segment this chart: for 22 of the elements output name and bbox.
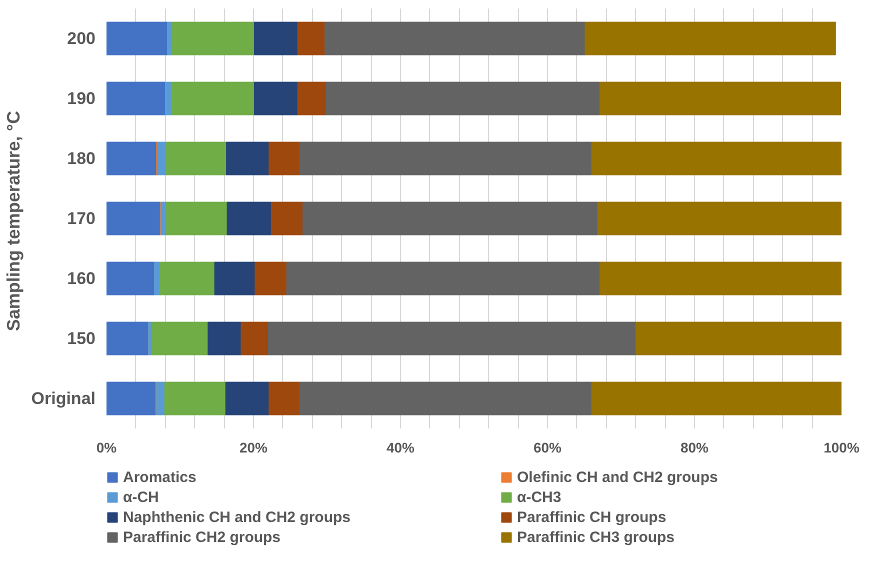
legend-label: Paraffinic CH groups [517,508,668,526]
legend-label: Olefinic CH and CH2 groups [517,468,719,486]
x-tick-label: 60% [533,440,562,456]
x-tick-label: 20% [239,440,268,456]
y-tick-label: Original [31,389,96,408]
legend-label: α-CH [123,488,160,506]
y-tick-label: 160 [67,269,96,288]
legend-label: α-CH3 [517,488,562,506]
legend-label: Naphthenic CH and CH2 groups [123,508,352,526]
y-tick-label: 190 [67,89,96,108]
legend-label: Paraffinic CH3 groups [517,528,676,546]
x-tick-label: 0% [96,440,118,456]
x-tick-label: 80% [680,440,710,456]
y-tick-label: 200 [67,29,96,48]
y-tick-label: 170 [67,209,96,228]
x-tick-label: 100% [824,440,860,456]
legend-label: Paraffinic CH2 groups [123,528,282,546]
legend-label: Aromatics [123,468,198,486]
y-tick-label: 150 [67,329,96,348]
x-tick-label: 40% [386,440,416,456]
y-tick-label: 180 [67,149,96,168]
y-axis-title: Sampling temperature, °C [3,110,24,332]
